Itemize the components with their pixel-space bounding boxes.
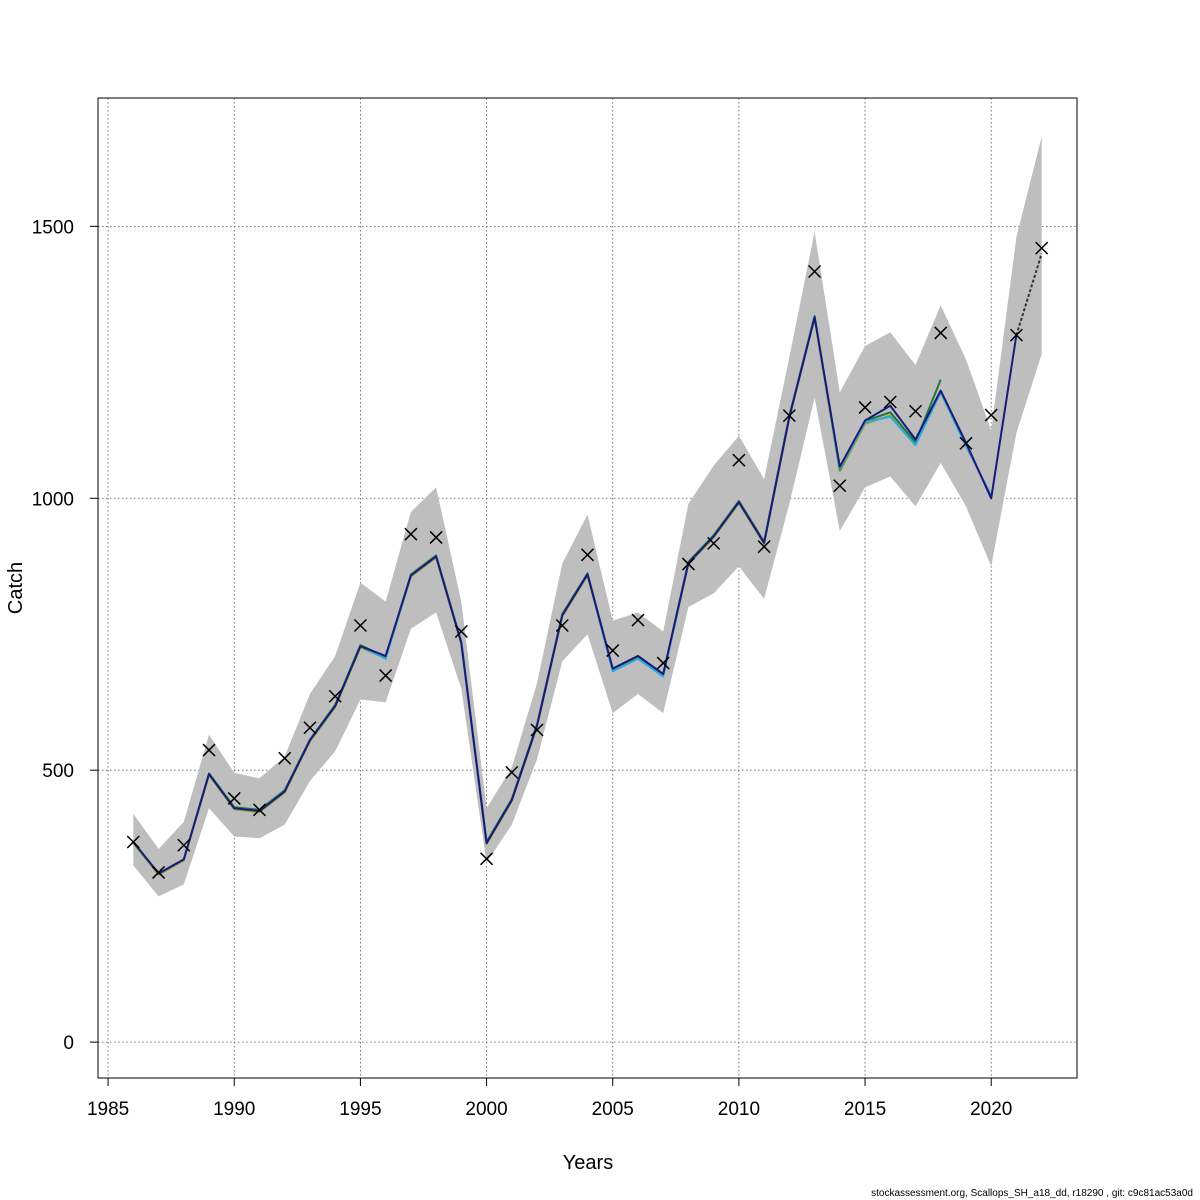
observed-point	[883, 395, 897, 409]
y-tick-label: 0	[63, 1033, 74, 1054]
observed-point	[681, 557, 695, 571]
observed-point	[530, 723, 544, 737]
x-tick-label: 1985	[87, 1099, 129, 1120]
x-tick-label: 1995	[339, 1099, 381, 1120]
observed-point	[631, 613, 645, 627]
observed-point	[303, 721, 317, 735]
observed-point	[908, 404, 923, 418]
observed-point	[429, 530, 443, 544]
observed-point	[984, 408, 998, 422]
x-tick-label: 2020	[970, 1099, 1012, 1120]
y-tick-label: 500	[42, 761, 74, 782]
observed-point	[252, 803, 267, 817]
grid-lines	[98, 98, 1077, 1078]
x-axis-title: Years	[563, 1152, 613, 1174]
footer-caption: stockassessment.org, Scallops_SH_a18_dd,…	[871, 1188, 1193, 1199]
projection-line	[1015, 253, 1043, 336]
y-tick-label: 1500	[32, 217, 74, 238]
observed-point	[1009, 328, 1023, 342]
observed-point	[177, 838, 191, 852]
observed-point	[1035, 241, 1049, 255]
observed-point	[404, 527, 418, 541]
observed-point	[808, 264, 822, 279]
observed-point	[707, 536, 721, 550]
observed-point	[278, 751, 292, 765]
observed-point	[656, 656, 670, 670]
confidence-band	[133, 136, 1042, 897]
observed-point	[732, 453, 746, 467]
y-tick-label: 1000	[32, 489, 74, 510]
x-tick-label: 2005	[592, 1099, 634, 1120]
observed-point	[202, 743, 216, 757]
y-axis-title: Catch	[5, 562, 27, 614]
observed-point	[782, 409, 796, 423]
axes: 1985 1990 1995 2000 2005 2010 2015 2020 0 500 1000…	[32, 217, 1013, 1120]
observed-point	[757, 540, 771, 554]
observed-point	[505, 765, 519, 779]
observed-point	[580, 548, 595, 562]
observed-point	[328, 689, 342, 703]
observed-point	[606, 644, 620, 658]
observed-point	[480, 852, 494, 866]
observed-points	[126, 241, 1049, 879]
observed-point	[959, 436, 973, 450]
observed-point	[454, 624, 468, 639]
x-tick-label: 2010	[718, 1099, 760, 1120]
observed-point	[227, 791, 241, 805]
x-tick-label: 1990	[213, 1099, 255, 1120]
confidence-band-area	[133, 136, 1042, 897]
x-tick-label: 2000	[465, 1099, 507, 1120]
observed-point	[555, 618, 569, 633]
series-line	[132, 316, 1018, 875]
observed-point	[353, 618, 367, 633]
x-tick-label: 2015	[844, 1099, 886, 1120]
fitted-series-lines	[132, 253, 1043, 876]
observed-point	[152, 865, 166, 879]
observed-point	[858, 400, 872, 414]
observed-point	[379, 669, 393, 683]
observed-point	[934, 326, 948, 340]
observed-point	[833, 479, 847, 493]
observed-point	[126, 835, 140, 849]
